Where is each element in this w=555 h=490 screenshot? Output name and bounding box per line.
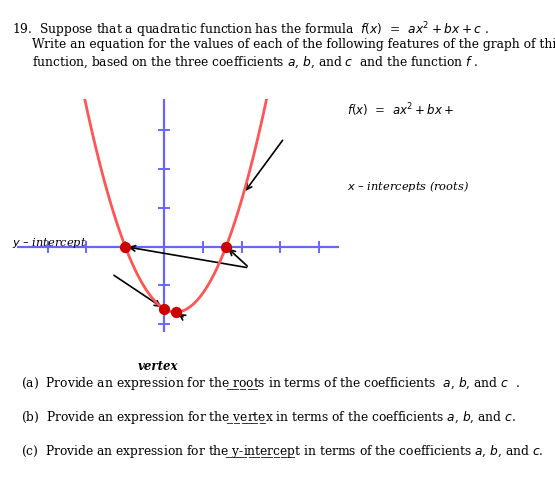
Point	[221, 243, 230, 250]
Text: Write an equation for the values of each of the following features of the graph : Write an equation for the values of each…	[32, 38, 555, 51]
Text: function, based on the three coefficients $a$, $b$, and $c$  and the function $f: function, based on the three coefficient…	[32, 55, 478, 71]
Text: $y$ – intercept: $y$ – intercept	[12, 236, 87, 249]
Text: 19.  Suppose that a quadratic function has the formula  $f(x)$  =  $ax^2 + bx + : 19. Suppose that a quadratic function ha…	[12, 21, 490, 40]
Point	[160, 305, 169, 313]
Text: vertex: vertex	[138, 360, 178, 373]
Text: $x$ – intercepts (roots): $x$ – intercepts (roots)	[347, 179, 469, 194]
Text: $f(x)$  =  $ax^2 + bx +$: $f(x)$ = $ax^2 + bx +$	[347, 101, 454, 119]
Text: (b)  Provide an expression for the ̲v̲e̲r̲t̲e̲x in terms of the coefficients $a$: (b) Provide an expression for the ̲v̲e̲r…	[21, 409, 516, 426]
Text: (a)  Provide an expression for the ̲r̲o̲o̲t̲s in terms of the coefficients  $a$,: (a) Provide an expression for the ̲r̲o̲o…	[21, 375, 520, 392]
Text: (c)  Provide an expression for the ̲y̲-̲i̲n̲t̲e̲r̲c̲e̲p̲t in terms of the coeffi: (c) Provide an expression for the ̲y̲-̲i…	[21, 443, 544, 461]
Point	[121, 243, 130, 250]
Point	[171, 308, 180, 316]
